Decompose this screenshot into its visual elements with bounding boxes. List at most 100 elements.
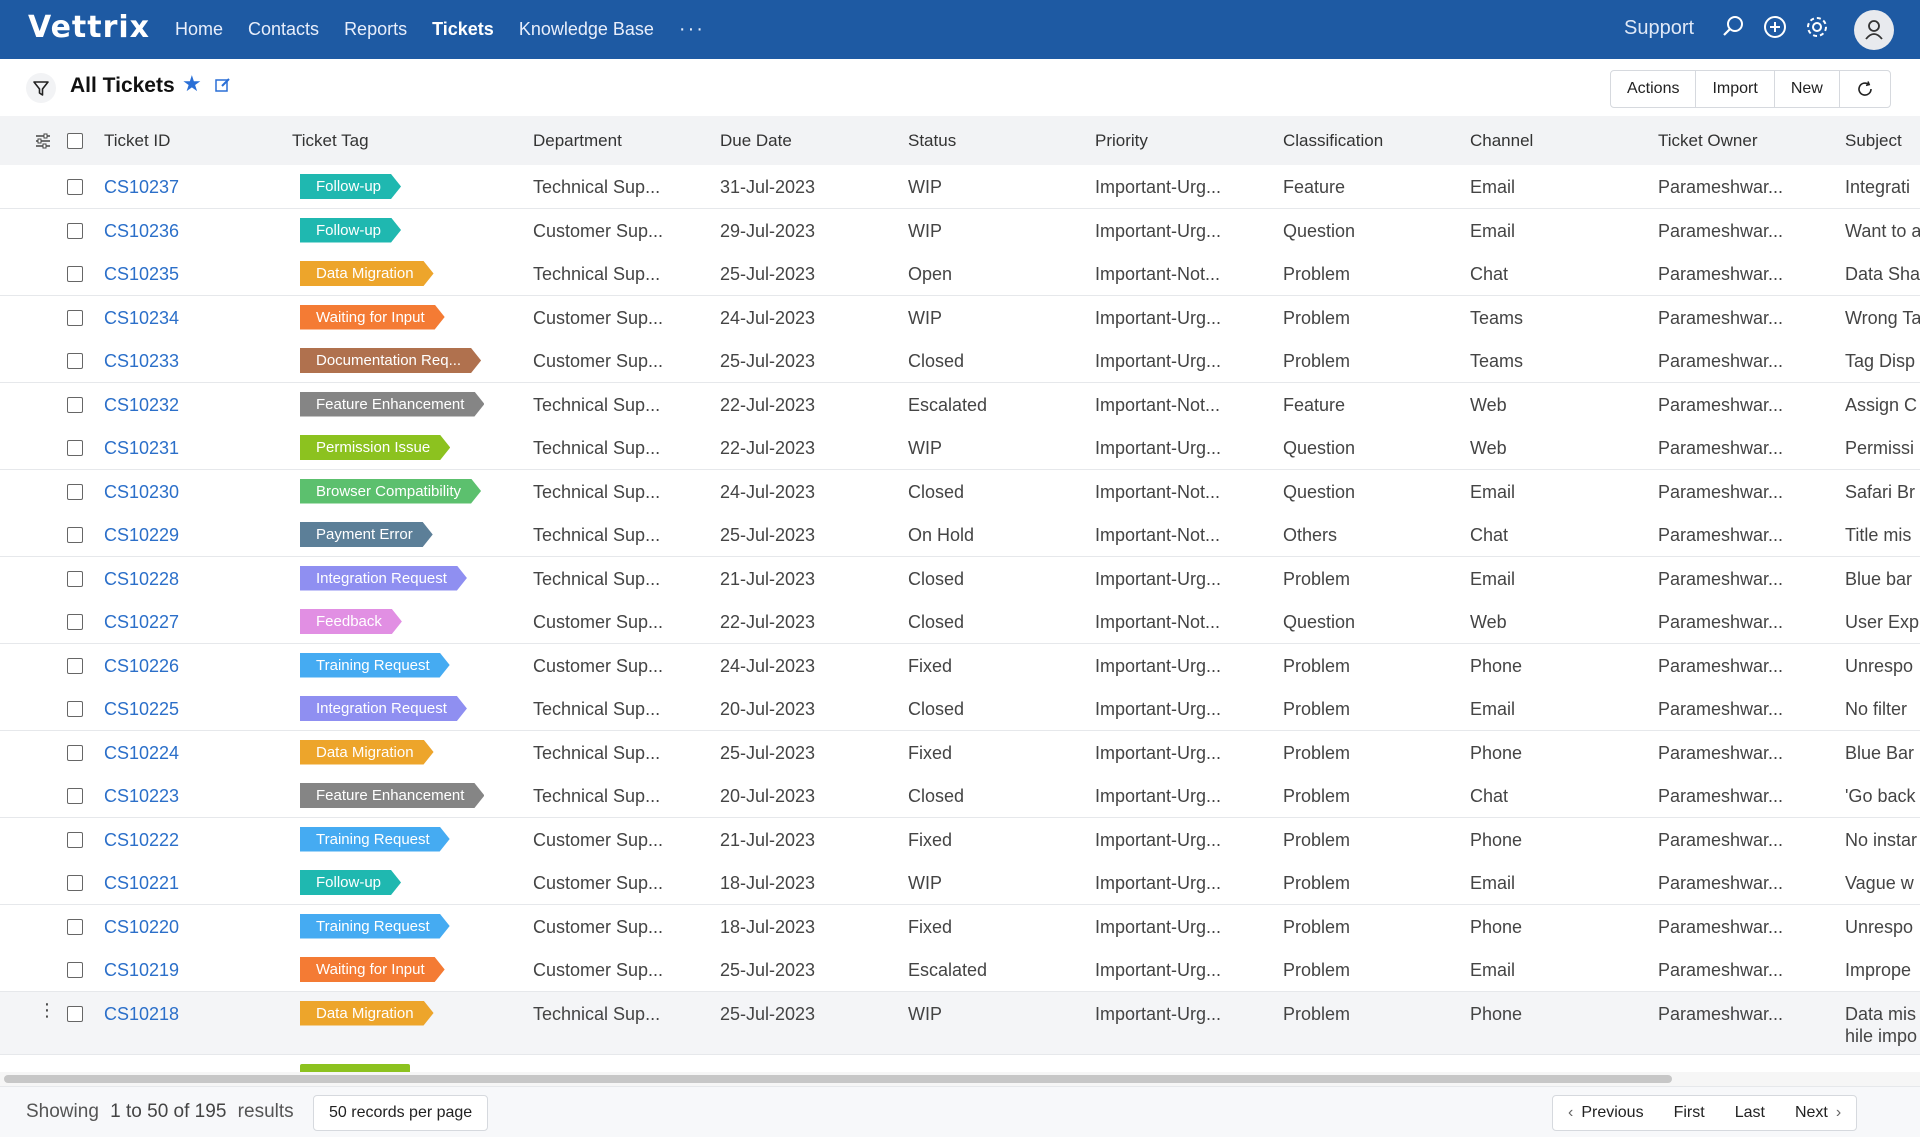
row-checkbox[interactable]: [67, 266, 83, 282]
user-avatar[interactable]: [1854, 10, 1894, 50]
nav-contacts[interactable]: Contacts: [248, 19, 320, 39]
ticket-id-link[interactable]: CS10221: [104, 873, 180, 893]
nav-reports[interactable]: Reports: [344, 19, 408, 39]
page-title[interactable]: All Tickets: [70, 74, 175, 97]
support-label[interactable]: Support: [1624, 17, 1695, 39]
ticket-id-link[interactable]: CS10225: [104, 699, 180, 719]
ticket-tag-badge[interactable]: Data Migration: [300, 1001, 434, 1026]
row-checkbox[interactable]: [67, 744, 83, 761]
row-menu-icon[interactable]: ⋮: [38, 999, 56, 1020]
ticket-id-link[interactable]: CS10233: [104, 351, 180, 371]
ticket-id-link[interactable]: CS10219: [104, 960, 180, 980]
ticket-id-link[interactable]: CS10227: [104, 612, 180, 632]
favorite-star-icon[interactable]: ★: [182, 71, 202, 96]
table-row[interactable]: CS10221 Follow-up Customer Sup... 18-Jul-20…: [0, 861, 1920, 905]
edit-view-icon[interactable]: [214, 76, 232, 94]
table-row[interactable]: ⋮ CS10218 Data Migration Technical Sup... 25…: [0, 991, 1920, 1055]
first-page-button[interactable]: First: [1673, 1104, 1705, 1121]
ticket-tag-badge[interactable]: Training Request: [300, 653, 450, 678]
table-row[interactable]: CS10232 Feature Enhancement Technical Sup.…: [0, 382, 1920, 427]
table-row[interactable]: CS10231 Permission Issue Technical Sup... 2…: [0, 426, 1920, 470]
row-checkbox[interactable]: [67, 527, 83, 543]
nav-tickets[interactable]: Tickets: [432, 19, 494, 39]
ticket-tag-badge[interactable]: Data Migration: [300, 740, 434, 765]
ticket-tag-badge[interactable]: Training Request: [300, 914, 450, 939]
ticket-tag-badge[interactable]: Follow-up: [300, 870, 401, 895]
row-checkbox[interactable]: [67, 657, 83, 674]
nav-home[interactable]: Home: [175, 19, 224, 39]
table-row[interactable]: CS10235 Data Migration Technical Sup... 25-…: [0, 252, 1920, 296]
last-page-button[interactable]: Last: [1734, 1104, 1765, 1121]
row-checkbox[interactable]: [67, 396, 83, 413]
ticket-tag-badge[interactable]: Integration Request: [300, 566, 467, 591]
col-classification[interactable]: Classification: [1283, 131, 1384, 150]
ticket-tag-badge[interactable]: Browser Compatibility: [300, 479, 481, 504]
new-button[interactable]: New: [1775, 71, 1840, 107]
ticket-tag-badge[interactable]: Follow-up: [300, 174, 401, 199]
table-row[interactable]: CS10225 Integration Request Technical Sup.…: [0, 687, 1920, 731]
col-department[interactable]: Department: [533, 131, 622, 150]
records-per-page-select[interactable]: 50 records per page: [313, 1095, 489, 1131]
table-row[interactable]: CS10224 Data Migration Technical Sup... 25-…: [0, 730, 1920, 775]
table-row[interactable]: CS10236 Follow-up Customer Sup... 29-Jul-20…: [0, 208, 1920, 253]
ticket-tag-badge[interactable]: Waiting for Input: [300, 305, 445, 330]
table-row[interactable]: CS10237 Follow-up Technical Sup... 31-Jul-2…: [0, 165, 1920, 209]
ticket-id-link[interactable]: CS10232: [104, 394, 180, 415]
ticket-tag-badge[interactable]: Waiting for Input: [300, 957, 445, 982]
horizontal-scrollbar[interactable]: [0, 1072, 1920, 1086]
row-checkbox[interactable]: [67, 353, 83, 369]
nav-knowledge-base[interactable]: Knowledge Base: [518, 19, 654, 39]
actions-button[interactable]: Actions: [1611, 71, 1697, 107]
select-all-checkbox[interactable]: [67, 133, 83, 149]
search-icon[interactable]: [1720, 14, 1746, 40]
table-row[interactable]: CS10222 Training Request Customer Sup... 21…: [0, 817, 1920, 862]
ticket-id-link[interactable]: CS10223: [104, 786, 180, 806]
table-row[interactable]: CS10233 Documentation Req... Customer Sup.…: [0, 339, 1920, 383]
row-checkbox[interactable]: [67, 875, 83, 891]
ticket-tag-badge[interactable]: Training Request: [300, 827, 450, 852]
previous-page-button[interactable]: ‹ Previous: [1553, 1096, 1659, 1130]
row-checkbox[interactable]: [67, 483, 83, 500]
ticket-id-link[interactable]: CS10235: [104, 264, 180, 284]
ticket-id-link[interactable]: CS10229: [104, 525, 180, 545]
row-checkbox[interactable]: [67, 831, 83, 848]
table-row[interactable]: CS10227 Feedback Customer Sup... 22-Jul-202…: [0, 600, 1920, 644]
row-checkbox[interactable]: [67, 701, 83, 717]
ticket-tag-badge[interactable]: Payment Error: [300, 522, 433, 547]
row-checkbox[interactable]: [67, 570, 83, 587]
ticket-tag-badge[interactable]: Follow-up: [300, 218, 401, 243]
row-checkbox[interactable]: [67, 788, 83, 804]
ticket-tag-badge[interactable]: Integration Request: [300, 696, 467, 721]
col-ticket-id[interactable]: Ticket ID: [104, 131, 171, 150]
ticket-id-link[interactable]: CS10218: [104, 1003, 180, 1024]
ticket-tag-badge[interactable]: Data Migration: [300, 261, 434, 286]
table-row[interactable]: CS10219 Waiting for Input Customer Sup... 2…: [0, 948, 1920, 992]
import-button[interactable]: Import: [1696, 71, 1775, 107]
row-checkbox[interactable]: [67, 309, 83, 326]
ticket-id-link[interactable]: CS10222: [104, 829, 180, 850]
ticket-tag-badge[interactable]: Documentation Req...: [300, 348, 481, 373]
scrollbar-thumb[interactable]: [4, 1075, 1672, 1083]
row-checkbox[interactable]: [67, 614, 83, 630]
row-checkbox[interactable]: [67, 962, 83, 978]
table-row[interactable]: CS10230 Browser Compatibility Technical Su…: [0, 469, 1920, 514]
ticket-tag-badge[interactable]: Permission Issue: [300, 435, 450, 460]
table-row[interactable]: CS10226 Training Request Customer Sup... 24…: [0, 643, 1920, 688]
row-checkbox[interactable]: [67, 222, 83, 239]
row-checkbox[interactable]: [67, 918, 83, 935]
row-checkbox[interactable]: [67, 440, 83, 456]
table-row[interactable]: CS10234 Waiting for Input Customer Sup... 2…: [0, 295, 1920, 340]
table-row[interactable]: CS10223 Feature Enhancement Technical Sup.…: [0, 774, 1920, 818]
col-ticket-owner[interactable]: Ticket Owner: [1658, 131, 1758, 150]
row-checkbox[interactable]: [67, 179, 83, 195]
column-settings-icon[interactable]: [34, 132, 52, 150]
nav-more-menu[interactable]: ···: [678, 18, 705, 40]
ticket-id-link[interactable]: CS10228: [104, 568, 180, 589]
col-due-date[interactable]: Due Date: [720, 131, 792, 150]
next-page-button[interactable]: Next ›: [1780, 1096, 1856, 1130]
col-subject[interactable]: Subject: [1845, 131, 1902, 150]
ticket-id-link[interactable]: CS10220: [104, 916, 180, 937]
col-channel[interactable]: Channel: [1470, 131, 1534, 150]
ticket-id-link[interactable]: CS10230: [104, 481, 180, 502]
settings-gear-icon[interactable]: [1804, 14, 1830, 40]
